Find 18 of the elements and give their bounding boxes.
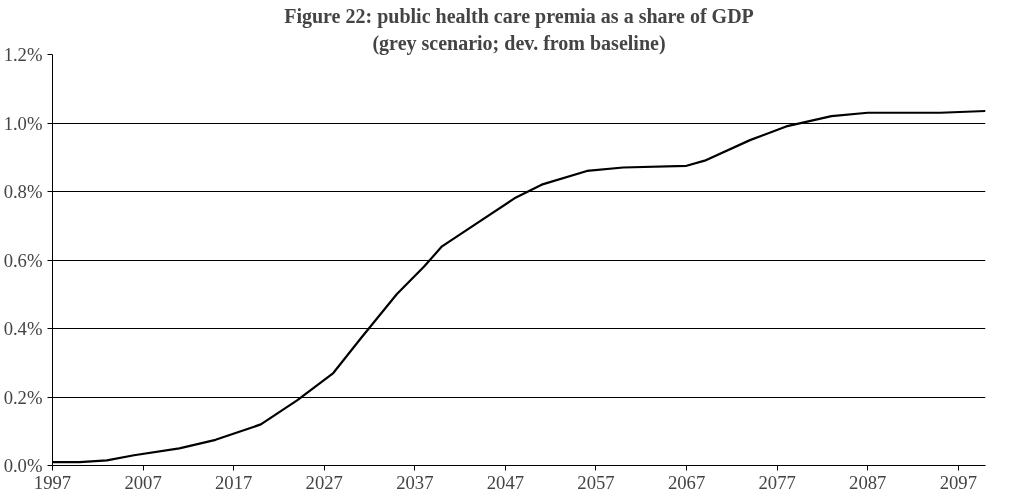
x-tick-label: 2047 xyxy=(486,471,525,493)
x-tick-label: 2077 xyxy=(758,471,796,493)
x-tick-label: 2097 xyxy=(939,471,977,493)
x-tick-label: 2027 xyxy=(305,471,343,493)
y-tick-label: 0.4% xyxy=(3,318,43,339)
y-tick-label: 0.8% xyxy=(3,181,43,202)
y-tick-label: 1.2% xyxy=(3,44,43,65)
x-tick-label: 2017 xyxy=(215,471,253,493)
x-tick-label: 2037 xyxy=(396,471,434,493)
y-tick-label: 0.2% xyxy=(3,386,43,408)
x-tick-label: 2087 xyxy=(849,471,887,493)
x-tick-label: 2007 xyxy=(124,471,162,493)
x-tick-label: 2057 xyxy=(577,471,615,493)
chart-title: Figure 22: public health care premia as a share of GDP xyxy=(284,4,754,28)
y-tick-label: 1.0% xyxy=(3,112,43,134)
chart-subtitle: (grey scenario; dev. from baseline) xyxy=(372,31,666,55)
x-tick-label: 2067 xyxy=(667,471,706,493)
y-tick-label: 0.6% xyxy=(3,249,43,271)
